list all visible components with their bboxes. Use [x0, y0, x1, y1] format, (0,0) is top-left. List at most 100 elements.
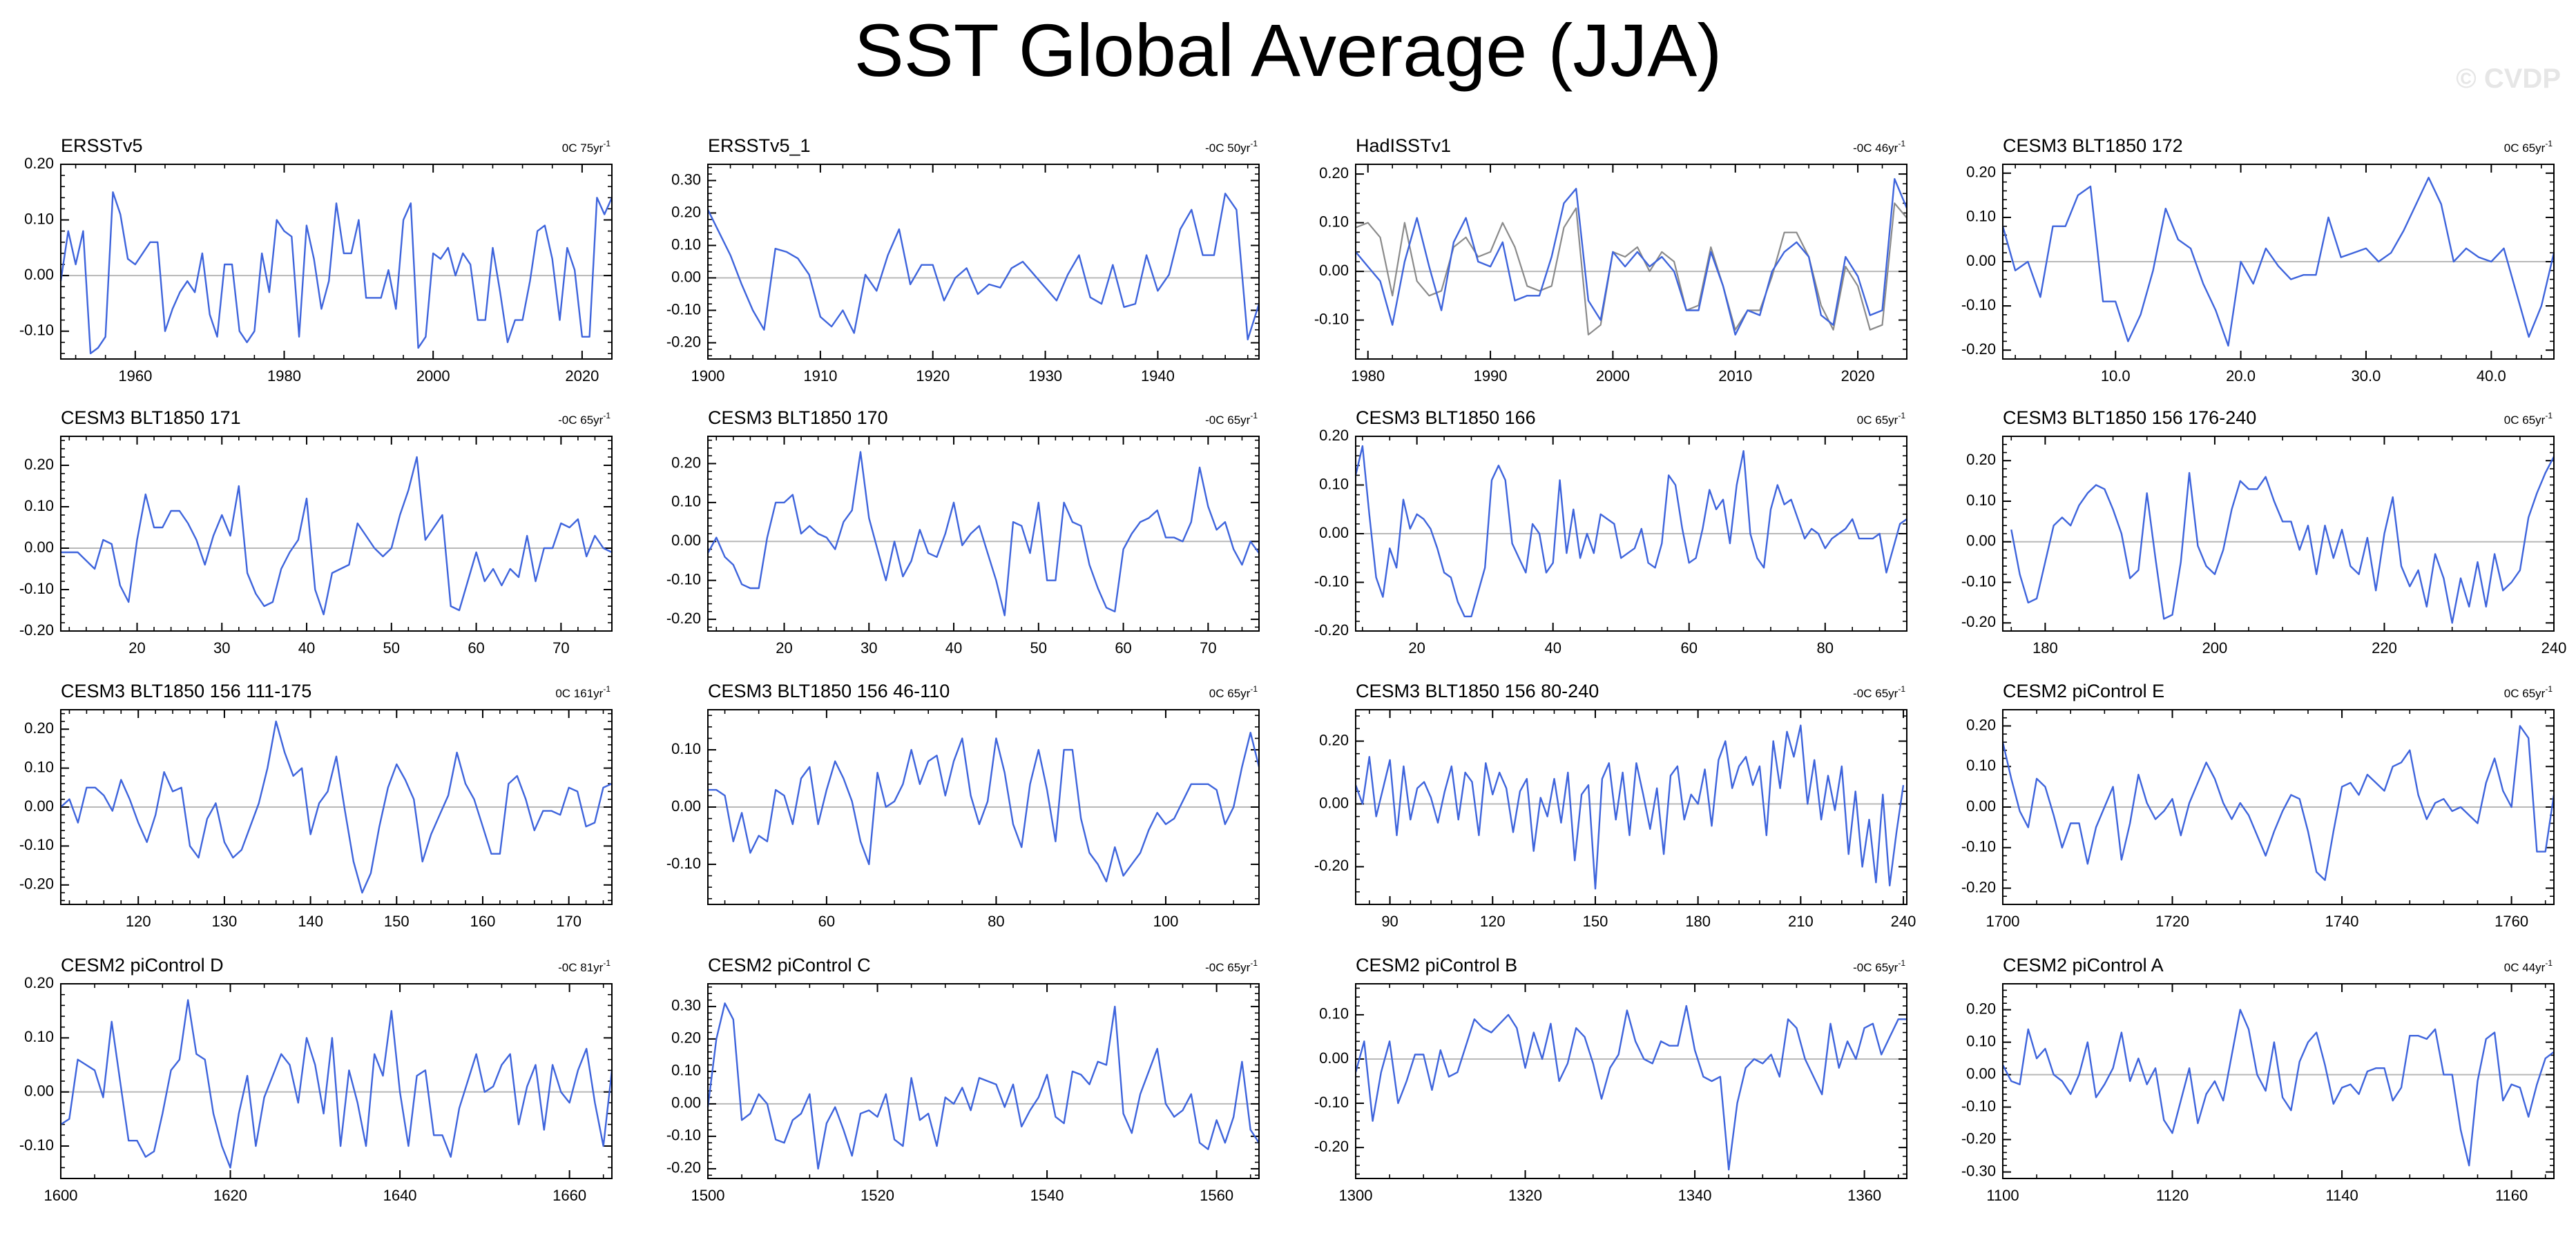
- x-tick-label: 1120: [2156, 1187, 2189, 1204]
- x-tick-label: 1930: [1028, 367, 1062, 385]
- x-tick-label: 60: [1115, 639, 1131, 657]
- x-tick-label: 2020: [1841, 367, 1875, 385]
- panel-15: CESM2 piControl A 0C 44yr-1 -0.30 -0.20 -0.1…: [1961, 955, 2555, 1204]
- x-tick-label: 180: [1685, 913, 1711, 930]
- y-tick-label: 0.00: [671, 268, 701, 285]
- trend-exponent: -1: [1898, 139, 1905, 148]
- y-tick-label: 0.00: [1966, 797, 1996, 815]
- y-tick-label: 0.10: [1966, 757, 1996, 774]
- panel-5: CESM3 BLT1850 170 -0C 65yr-1 -0.20 -0.10 0.0…: [666, 407, 1260, 657]
- y-tick-label: 0.00: [1319, 794, 1349, 811]
- panel-title: ERSSTv5: [61, 135, 143, 156]
- y-tick-label: -0.10: [1314, 572, 1349, 590]
- y-tick-label: -0.20: [1314, 857, 1349, 874]
- series-line: [1355, 177, 1908, 336]
- y-tick-label: -0.20: [1961, 878, 1996, 895]
- y-tick-label: -0.30: [1961, 1162, 1996, 1179]
- y-tick-label: 0.00: [671, 1094, 701, 1112]
- x-tick-label: 60: [1680, 639, 1697, 657]
- y-tick-label: 0.20: [1966, 164, 1996, 181]
- trend-label: 0C 65yr-1: [1857, 411, 1906, 427]
- x-tick-label: 1100: [1986, 1187, 2019, 1204]
- series-line: [2001, 176, 2555, 347]
- panel-title: ERSSTv5_1: [708, 135, 811, 156]
- y-tick-label: 0.20: [24, 155, 54, 172]
- x-tick-label: 170: [556, 913, 581, 930]
- y-tick-label: 0.10: [671, 740, 701, 757]
- y-tick-label: 0.20: [671, 1029, 701, 1047]
- trend-exponent: -1: [1898, 958, 1905, 968]
- x-tick-label: 70: [1200, 639, 1216, 657]
- y-tick-label: 0.00: [1966, 1065, 1996, 1082]
- x-tick-label: 180: [2032, 639, 2058, 657]
- panel-10: CESM3 BLT1850 156 80-240 -0C 65yr-1 -0.20 0…: [1314, 681, 1916, 930]
- trend-value: -0C 65yr: [1205, 414, 1251, 427]
- y-tick-label: 0.20: [671, 203, 701, 220]
- trend-exponent: -1: [1898, 411, 1905, 420]
- y-tick-label: -0.10: [1314, 310, 1349, 327]
- x-tick-label: 1720: [2155, 913, 2189, 930]
- panel-12: CESM2 piControl D -0C 81yr-1 -0.10 0.00 0.10…: [19, 955, 613, 1204]
- y-tick-label: 0.10: [1966, 492, 1996, 509]
- x-tick-label: 1160: [2495, 1187, 2528, 1204]
- trend-exponent: -1: [603, 958, 611, 968]
- trend-exponent: -1: [1898, 684, 1905, 694]
- x-tick-label: 1900: [691, 367, 725, 385]
- x-tick-label: 150: [1583, 913, 1608, 930]
- y-tick-label: 0.00: [671, 797, 701, 815]
- y-tick-label: -0.20: [666, 1159, 701, 1176]
- plot-frame: [60, 983, 613, 1179]
- y-tick-label: 0.10: [1319, 213, 1349, 230]
- y-tick-label: 0.10: [24, 758, 54, 775]
- y-tick-label: 0.20: [1966, 451, 1996, 468]
- x-tick-label: 1980: [267, 367, 301, 385]
- series-line: [2010, 456, 2555, 624]
- x-tick-label: 40: [298, 639, 315, 657]
- panel-3: CESM3 BLT1850 172 0C 65yr-1 -0.20 -0.10 0.00…: [1961, 135, 2555, 385]
- y-tick-label: 0.20: [1319, 427, 1349, 444]
- x-tick-label: 60: [818, 913, 835, 930]
- panel-0: ERSSTv5 0C 75yr-1 -0.10 0.00 0.10 0.20 1960 198…: [19, 135, 613, 385]
- series-line: [707, 193, 1260, 340]
- y-tick-label: -0.10: [19, 1136, 54, 1154]
- x-tick-label: 120: [1480, 913, 1506, 930]
- x-tick-label: 1660: [552, 1187, 586, 1204]
- y-tick-label: -0.10: [666, 1127, 701, 1144]
- trend-value: -0C 65yr: [1205, 961, 1251, 974]
- trend-label: -0C 65yr-1: [558, 411, 611, 427]
- trend-value: -0C 65yr: [1853, 961, 1899, 974]
- panel-6: CESM3 BLT1850 166 0C 65yr-1 -0.20 -0.10 0.00…: [1314, 407, 1907, 657]
- x-tick-label: 1300: [1339, 1187, 1373, 1204]
- panel-14: CESM2 piControl B -0C 65yr-1 -0.20 -0.10 0.0…: [1314, 955, 1907, 1204]
- plot-frame: [1355, 709, 1907, 905]
- trend-exponent: -1: [603, 684, 611, 694]
- x-tick-label: 40: [945, 639, 962, 657]
- x-tick-label: 100: [1153, 913, 1179, 930]
- x-tick-label: 1540: [1030, 1187, 1064, 1204]
- panel-2: HadISSTv1 -0C 46yr-1 -0.10 0.00 0.10 0.20 1980…: [1314, 135, 1908, 385]
- x-tick-label: 80: [1817, 639, 1834, 657]
- x-tick-label: 1500: [691, 1187, 725, 1204]
- y-tick-label: 0.20: [24, 456, 54, 473]
- y-tick-label: 0.00: [24, 266, 54, 283]
- x-tick-label: 30.0: [2352, 367, 2381, 385]
- series-line: [2001, 725, 2555, 881]
- y-tick-label: -0.10: [1961, 1097, 1996, 1114]
- trend-exponent: -1: [1250, 958, 1258, 968]
- trend-value: 0C 65yr: [2504, 142, 2546, 155]
- x-tick-label: 20.0: [2226, 367, 2256, 385]
- trend-value: -0C 81yr: [558, 961, 604, 974]
- y-tick-label: 0.10: [24, 1028, 54, 1045]
- trend-exponent: -1: [2545, 411, 2553, 420]
- panel-title: CESM2 piControl A: [2003, 955, 2164, 976]
- trend-exponent: -1: [603, 139, 611, 148]
- panel-title: CESM2 piControl D: [61, 955, 224, 976]
- y-tick-label: -0.10: [19, 322, 54, 339]
- y-tick-label: 0.20: [24, 719, 54, 737]
- series-line: [59, 191, 613, 355]
- x-tick-label: 1600: [44, 1187, 78, 1204]
- series-line: [1354, 1005, 1907, 1171]
- x-tick-label: 2020: [565, 367, 599, 385]
- x-tick-label: 1760: [2495, 913, 2528, 930]
- y-tick-label: -0.20: [1314, 621, 1349, 639]
